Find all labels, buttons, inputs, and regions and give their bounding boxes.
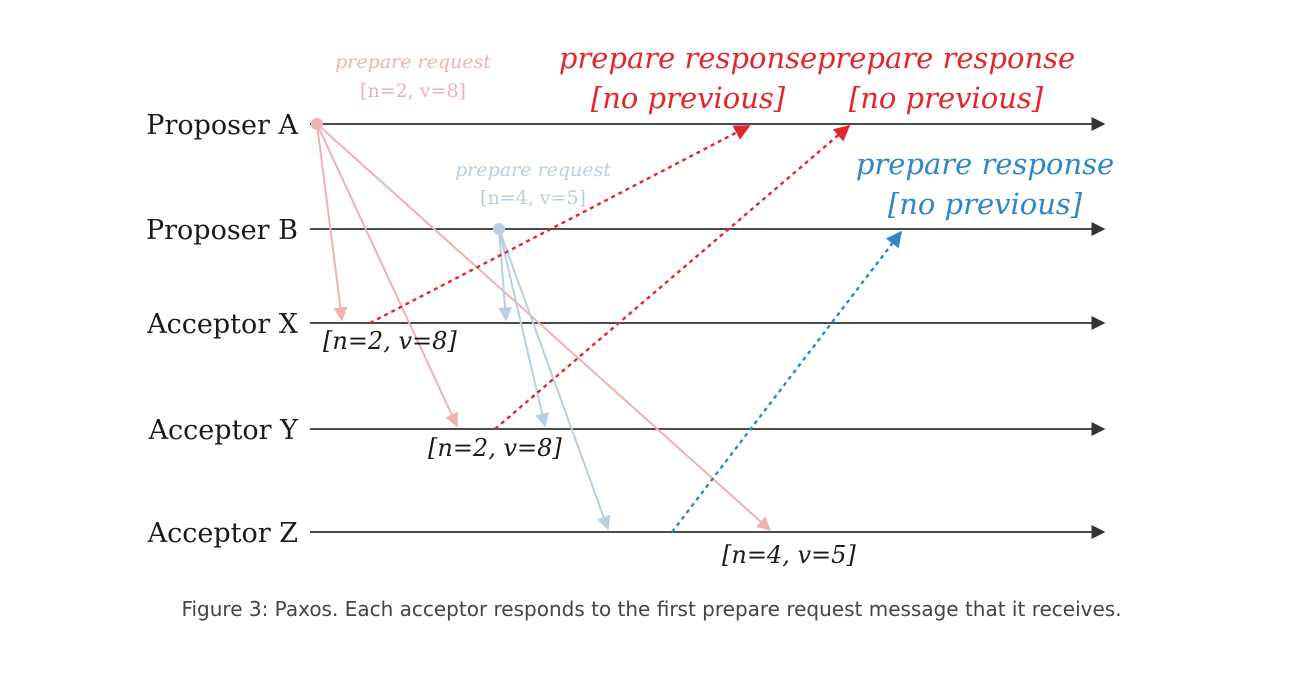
acceptor-x-value: [n=2, v=8] [323, 327, 457, 355]
timeline-label-proposer-a: Proposer A [146, 110, 298, 141]
request-arrow-a-to-y [316, 123, 459, 428]
request-a-title: prepare request [335, 51, 491, 73]
request-arrow-a-to-x [316, 123, 348, 322]
response-1-title: prepare response [559, 41, 817, 75]
request-arrow-a-to-z [316, 123, 772, 531]
request-arrow-b-to-z [498, 228, 611, 531]
proposer-b-request-arrows [498, 228, 611, 531]
paxos-sequence-diagram: Proposer A Proposer B Acceptor X Accepto… [146, 41, 1114, 569]
response-3-value: [no previous] [888, 187, 1083, 221]
figure-caption: Figure 3: Paxos. Each acceptor responds … [181, 597, 1122, 621]
response-2-title: prepare response [817, 41, 1075, 75]
proposer-a-send-point [311, 118, 323, 130]
timeline-label-proposer-b: Proposer B [146, 215, 298, 246]
timeline-label-acceptor-y: Acceptor Y [148, 415, 300, 446]
acceptor-y-value: [n=2, v=8] [428, 434, 562, 462]
proposer-a-request-arrows [316, 123, 772, 531]
response-1-value: [no previous] [591, 81, 786, 115]
timeline-label-acceptor-x: Acceptor X [146, 309, 299, 340]
request-arrow-b-to-x [498, 228, 513, 322]
response-2-value: [no previous] [849, 81, 1044, 115]
proposer-b-send-point [493, 223, 505, 235]
response-3-title: prepare response [856, 147, 1114, 181]
response-arrow-x-to-a [369, 124, 751, 325]
request-b-value: [n=4, v=5] [480, 187, 586, 209]
acceptor-z-value: [n=4, v=5] [722, 541, 856, 569]
request-b-title: prepare request [455, 159, 611, 181]
request-a-value: [n=2, v=8] [360, 80, 466, 102]
request-arrow-b-to-y [498, 228, 549, 428]
response-arrow-z-to-b [671, 230, 902, 533]
response-arrow-y-to-a [494, 124, 851, 430]
timeline-label-acceptor-z: Acceptor Z [147, 518, 298, 549]
